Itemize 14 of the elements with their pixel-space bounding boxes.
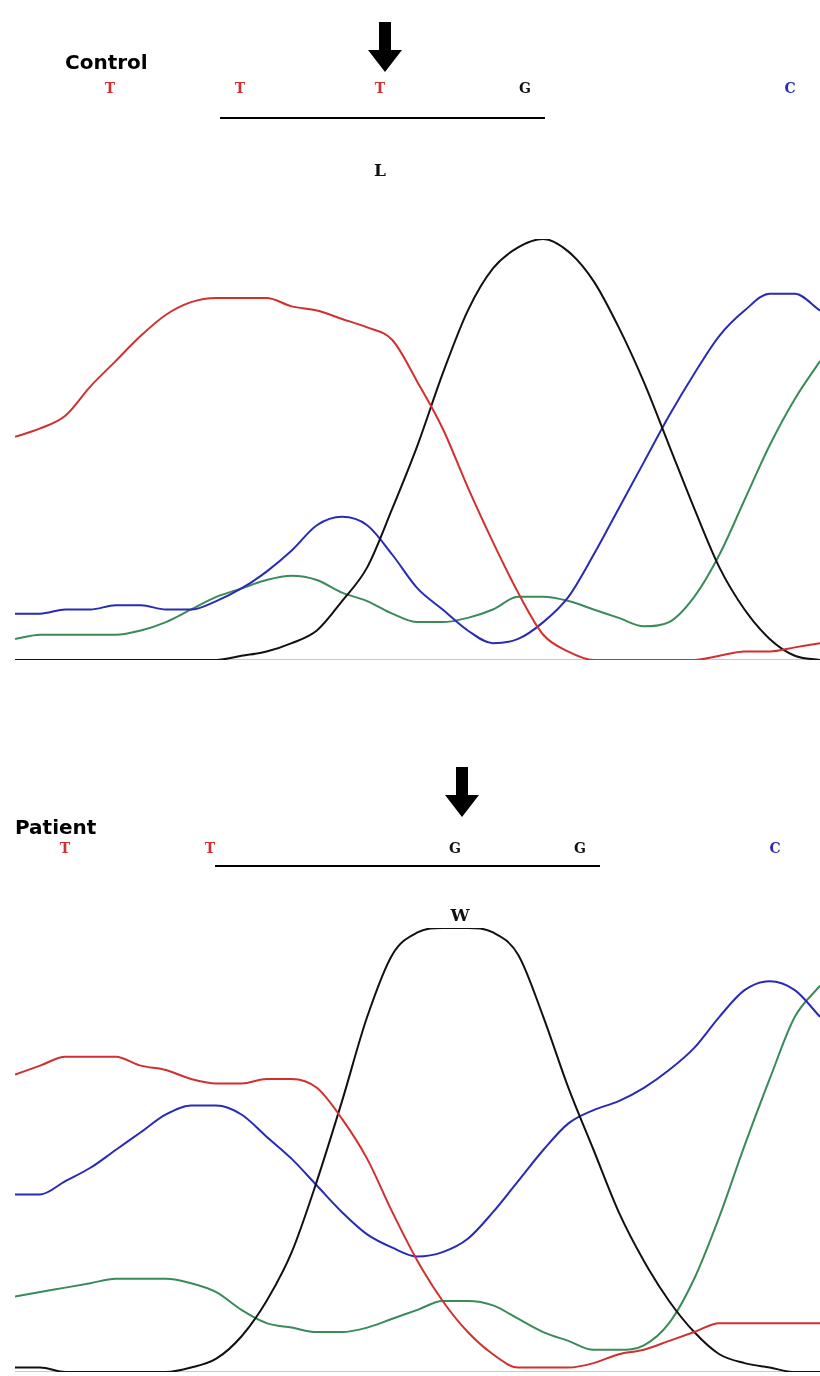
text: T	[203, 840, 217, 856]
text: T	[233, 80, 247, 96]
text: L	[373, 160, 387, 180]
text: T	[58, 840, 72, 856]
text: G	[518, 80, 532, 96]
text: T	[373, 80, 387, 96]
text: W	[449, 905, 471, 925]
chart-title: Control	[65, 50, 148, 74]
text: C	[783, 80, 797, 96]
text: G	[448, 840, 462, 856]
text: G	[573, 840, 587, 856]
chart-title: Patient	[15, 815, 97, 839]
text: C	[768, 840, 782, 856]
text: T	[103, 80, 117, 96]
